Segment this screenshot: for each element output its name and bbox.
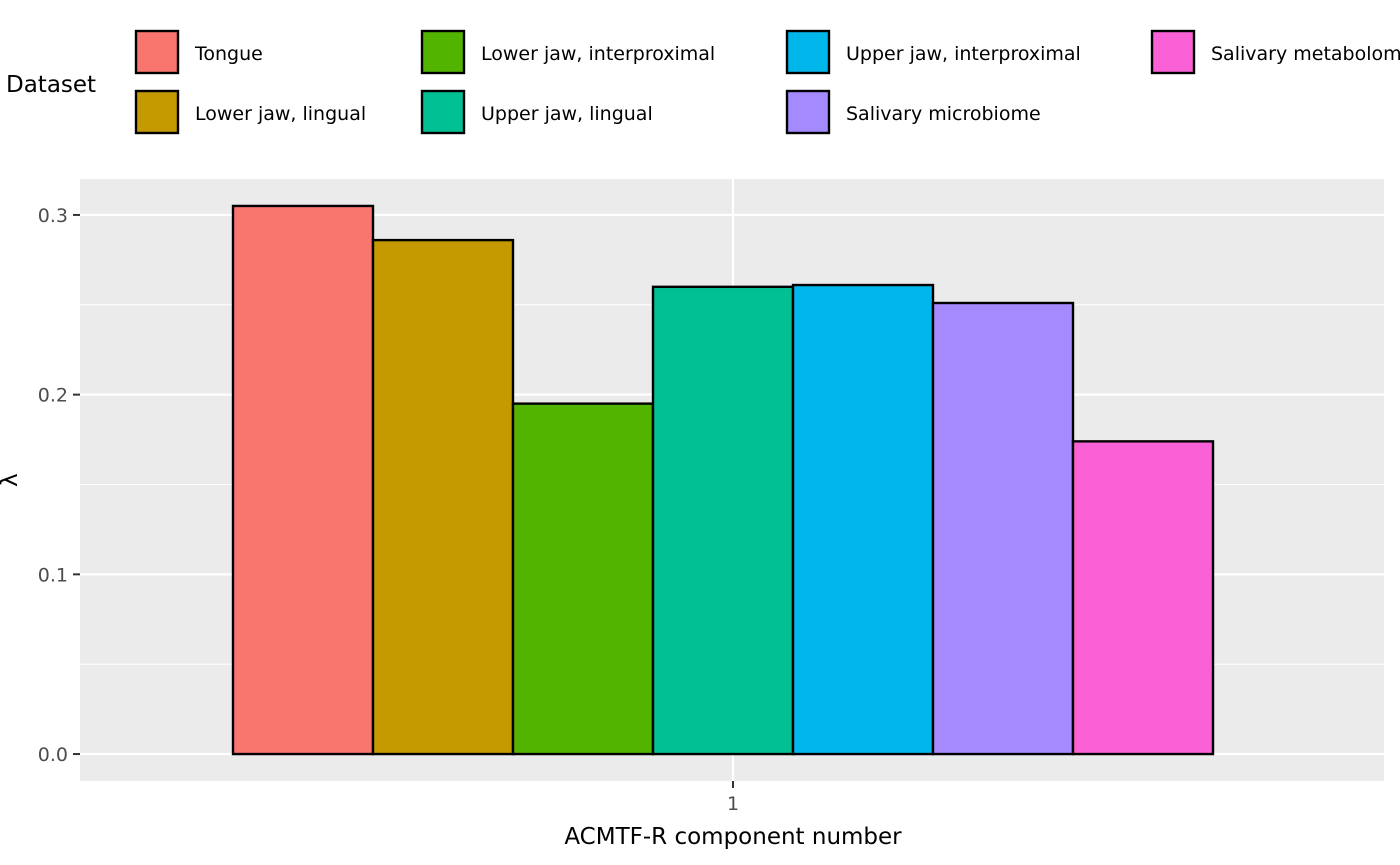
legend-label: Lower jaw, interproximal	[481, 43, 715, 65]
x-axis-title: ACMTF-R component number	[564, 824, 902, 850]
legend-label: Salivary metabolome	[1211, 43, 1400, 65]
legend-label: Upper jaw, interproximal	[846, 43, 1081, 65]
y-tick-label: 0.1	[38, 564, 68, 586]
legend-label: Upper jaw, lingual	[481, 103, 653, 125]
legend-title: Dataset	[6, 72, 96, 98]
legend-swatch	[134, 89, 180, 135]
legend-label: Salivary microbiome	[846, 103, 1041, 125]
bar-upper-jaw-interproximal	[791, 283, 935, 756]
legend-item-upper-jaw-interproximal: Upper jaw, interproximal	[785, 29, 1081, 75]
x-tick-label: 1	[727, 793, 739, 815]
legend-label: Lower jaw, lingual	[195, 103, 366, 125]
legend-item-salivary-microbiome: Salivary microbiome	[785, 89, 1041, 135]
legend-swatch	[420, 89, 466, 135]
legend-swatch	[134, 29, 180, 75]
legend-label: Tongue	[194, 43, 263, 65]
bar-salivary-metabolome	[1071, 440, 1215, 756]
legend-swatch	[785, 89, 831, 135]
legend-swatch	[1150, 29, 1196, 75]
legend-item-upper-jaw-lingual: Upper jaw, lingual	[420, 89, 653, 135]
y-tick-label: 0.3	[38, 205, 68, 227]
y-tick-label: 0.0	[38, 744, 68, 766]
legend-item-salivary-metabolome: Salivary metabolome	[1150, 29, 1400, 75]
legend-swatch	[420, 29, 466, 75]
bar-upper-jaw-lingual	[651, 285, 795, 756]
legend-item-lower-jaw-lingual: Lower jaw, lingual	[134, 89, 366, 135]
legend-item-lower-jaw-interproximal: Lower jaw, interproximal	[420, 29, 715, 75]
y-tick-label: 0.2	[38, 385, 68, 407]
legend-swatch	[785, 29, 831, 75]
bar-lower-jaw-lingual	[371, 238, 515, 756]
bar-tongue	[231, 204, 375, 756]
legend-item-tongue: Tongue	[134, 29, 263, 75]
y-axis-title: λ	[0, 473, 23, 487]
bar-salivary-microbiome	[931, 301, 1075, 756]
bar-lower-jaw-interproximal	[511, 402, 655, 756]
